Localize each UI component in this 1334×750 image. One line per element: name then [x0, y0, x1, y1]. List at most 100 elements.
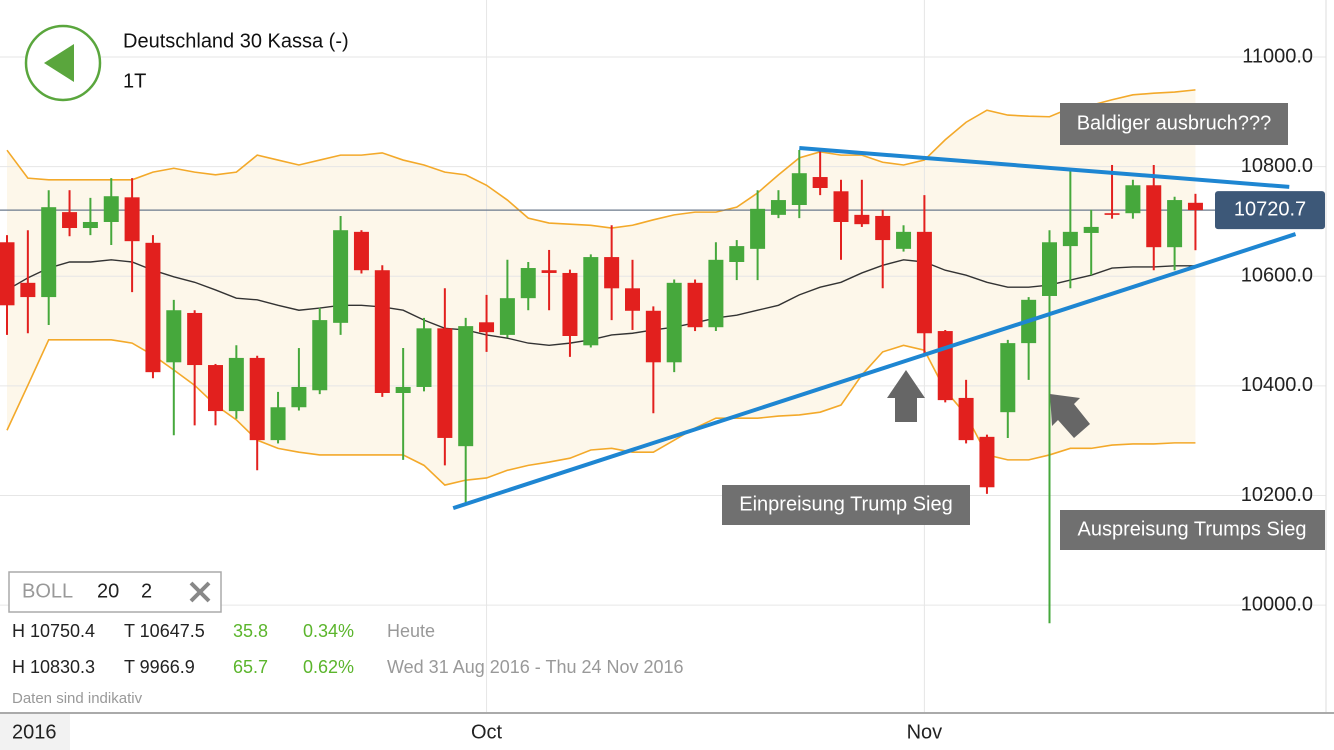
candle-body	[479, 322, 495, 333]
stat-low: T 9966.9	[124, 657, 195, 677]
candle-body	[791, 173, 807, 205]
candle-body	[604, 257, 620, 289]
candle-body	[666, 282, 682, 363]
candle-body	[1125, 185, 1141, 214]
stat-high: H 10830.3	[12, 657, 95, 677]
candle-body	[437, 328, 453, 438]
candle-body	[1062, 231, 1078, 247]
last-price-box	[1215, 191, 1325, 230]
back-icon[interactable]	[44, 44, 74, 82]
candle-body	[312, 320, 328, 391]
annotation: Baldiger ausbruch???	[1077, 112, 1272, 134]
y-tick-label: 10200.0	[1241, 484, 1313, 506]
candle-body	[187, 312, 203, 366]
stat-period: Heute	[387, 621, 435, 641]
arrow	[887, 370, 925, 422]
timeframe: 1T	[123, 70, 146, 92]
indicator-deviation: 2	[141, 580, 152, 602]
candle-body	[1104, 213, 1120, 215]
last-price-label: 10720.7	[1234, 198, 1306, 220]
candle-body	[249, 357, 265, 441]
candle-body	[708, 259, 724, 328]
candle-body	[687, 282, 703, 328]
candle-body	[166, 310, 182, 363]
candle-body	[625, 288, 640, 311]
y-tick-label: 11000.0	[1242, 45, 1313, 67]
annotation-box	[1060, 103, 1288, 145]
annotation: Einpreisung Trump Sieg	[739, 493, 952, 515]
stat-high: H 10750.4	[12, 621, 95, 641]
y-tick-label: 10400.0	[1241, 374, 1313, 396]
candle-body	[124, 197, 140, 242]
candle-body	[41, 207, 57, 298]
instrument-title: Deutschland 30 Kassa (-)	[123, 30, 349, 52]
candle-body	[875, 215, 891, 241]
candle-body	[374, 270, 390, 393]
candle-body	[333, 230, 349, 323]
disclaimer: Daten sind indikativ	[12, 690, 143, 707]
candle-body	[291, 386, 307, 408]
overlay: Deutschland 30 Kassa (-) 1T Baldiger aus…	[0, 24, 1325, 750]
candle-body	[270, 407, 286, 441]
annotation-box	[722, 485, 970, 525]
candle-body	[520, 268, 536, 299]
candle-body	[62, 212, 78, 229]
candle-body	[812, 177, 828, 189]
candle-body	[645, 310, 661, 363]
candle-body	[395, 386, 411, 393]
candle-body	[770, 200, 786, 215]
annotation-box	[1060, 510, 1325, 550]
bollinger-lower	[6, 339, 1196, 486]
candle-body	[458, 326, 474, 447]
year-label: 2016	[12, 721, 57, 743]
candle-body	[1167, 200, 1183, 248]
candle-body	[1146, 185, 1162, 248]
candle-body	[20, 282, 36, 298]
candle-body	[833, 191, 849, 222]
y-tick-label: 10600.0	[1241, 265, 1313, 287]
candle-body	[541, 270, 557, 273]
candle-body	[208, 365, 223, 412]
candle-body	[562, 272, 578, 336]
candle-body	[499, 298, 515, 335]
candle-body	[583, 257, 599, 346]
indicator-period: 20	[97, 580, 119, 602]
candle-body	[145, 242, 161, 373]
stat-percent: 0.34%	[303, 621, 354, 641]
candle-body	[854, 214, 870, 225]
bollinger-upper	[6, 89, 1196, 229]
stat-period: Wed 31 Aug 2016 - Thu 24 Nov 2016	[387, 657, 684, 677]
candle-body	[1083, 226, 1099, 233]
indicator-name: BOLL	[22, 580, 73, 602]
remove-icon[interactable]	[189, 581, 211, 603]
candle-body	[353, 231, 369, 271]
candle-body	[82, 221, 98, 229]
indicator-box[interactable]	[8, 571, 222, 613]
candle-body	[103, 196, 119, 222]
candle-body	[979, 436, 995, 488]
candle-body	[729, 246, 745, 262]
annotation: Auspreisung Trumps Sieg	[1077, 518, 1306, 540]
candle-body	[958, 397, 974, 441]
year-box	[0, 714, 70, 750]
y-tick-label: 10800.0	[1241, 155, 1313, 177]
candle-body	[0, 242, 15, 306]
candle-body	[1187, 202, 1203, 211]
candle-body	[937, 331, 953, 401]
stat-low: T 10647.5	[124, 621, 205, 641]
x-tick-label: Oct	[471, 721, 503, 743]
candle-body	[750, 208, 766, 249]
candle-body	[896, 231, 912, 249]
candle-body	[228, 357, 244, 412]
candle-body	[916, 231, 932, 334]
candle-body	[1000, 343, 1016, 413]
candle-body	[1042, 242, 1057, 296]
trendline	[799, 145, 1290, 189]
x-tick-label: Nov	[907, 721, 943, 743]
stat-percent: 0.62%	[303, 657, 354, 677]
stat-change: 65.7	[233, 657, 268, 677]
y-tick-label: 10000.0	[1241, 593, 1313, 615]
